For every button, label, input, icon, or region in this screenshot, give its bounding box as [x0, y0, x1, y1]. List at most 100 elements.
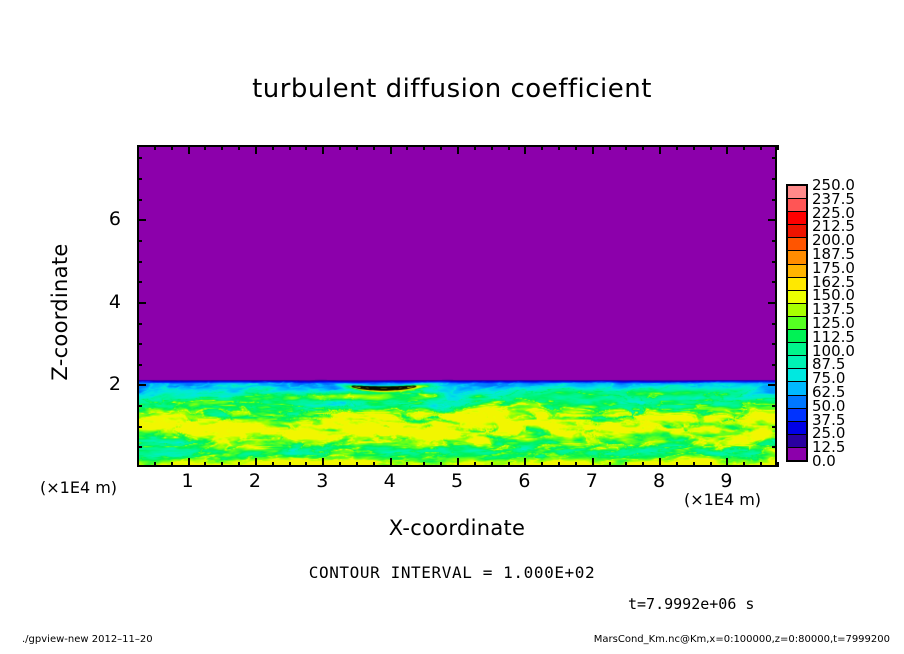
colorbar-tick-label: 175.0	[812, 258, 855, 277]
y-axis-tick	[137, 322, 142, 325]
colorbar-tick-label: 200.0	[812, 231, 855, 250]
colorbar-tick-label: 225.0	[812, 203, 855, 222]
x-axis-tick	[204, 462, 207, 467]
colorbar-swatch	[788, 186, 806, 200]
x-axis-tick	[406, 462, 409, 467]
x-axis-tick-top	[406, 145, 409, 150]
plot-area	[137, 145, 777, 467]
x-axis-tick	[642, 462, 645, 467]
y-axis-tick-right	[772, 446, 777, 449]
y-axis-tick	[137, 301, 146, 304]
x-axis-tick-top	[187, 145, 190, 154]
y-axis-tick-right	[772, 157, 777, 160]
x-axis-title: X-coordinate	[388, 516, 526, 540]
colorbar-swatch	[788, 395, 806, 409]
colorbar-tick-label: 87.5	[812, 355, 846, 374]
y-axis-tick	[137, 157, 142, 160]
y-axis-tick-right	[772, 239, 777, 242]
colorbar-swatch	[788, 225, 806, 239]
y-axis-tick-right	[772, 260, 777, 263]
x-axis-tick-top	[271, 145, 274, 150]
colorbar-tick-label: 62.5	[812, 383, 846, 401]
x-axis-tick-top	[288, 145, 291, 150]
x-axis-tick	[760, 462, 763, 467]
y-axis-tick	[137, 446, 142, 449]
colorbar-swatch	[788, 356, 806, 370]
y-axis-tick-right	[768, 384, 777, 387]
x-axis-tick-label: 6	[518, 470, 531, 492]
colorbar-tick-label: 212.5	[812, 217, 855, 236]
colorbar-tick-label: 150.0	[812, 286, 855, 305]
x-axis-tick	[743, 462, 746, 467]
x-axis-tick-top	[558, 145, 561, 150]
x-axis-tick-top	[170, 145, 173, 150]
colorbar-tick-label: 112.5	[812, 327, 855, 346]
x-axis-tick	[153, 462, 156, 467]
page-title: turbulent diffusion coefficient	[252, 74, 652, 104]
colorbar-swatch	[788, 290, 806, 304]
x-axis-tick	[372, 462, 375, 467]
x-axis-tick	[675, 462, 678, 467]
x-axis-tick	[473, 462, 476, 467]
y-axis-tick-right	[772, 198, 777, 201]
x-axis-tick-top	[221, 145, 224, 150]
y-axis-unit: (×1E4 m)	[40, 478, 118, 497]
x-axis-tick	[659, 458, 662, 467]
colorbar-tick-label: 25.0	[812, 424, 846, 443]
x-axis-tick-top	[389, 145, 392, 154]
colorbar-swatch	[788, 316, 806, 331]
y-axis-tick	[137, 425, 142, 428]
colorbar-tick-label: 12.5	[812, 438, 846, 457]
x-axis-tick-top	[541, 145, 544, 150]
y-axis-tick-right	[768, 301, 777, 304]
x-axis-tick-top	[153, 145, 156, 150]
x-axis-tick	[692, 462, 695, 467]
y-axis-tick-label: 2	[108, 373, 121, 396]
colorbar-swatch	[788, 408, 806, 422]
x-axis-tick-top	[608, 145, 611, 150]
colorbar-swatch	[788, 199, 806, 213]
x-axis-tick-top	[524, 145, 527, 154]
x-axis-tick	[457, 458, 459, 467]
x-axis-tick	[709, 462, 712, 467]
x-axis-tick-label: 7	[585, 470, 598, 492]
colorbar-swatch	[788, 447, 806, 460]
x-axis-tick	[170, 462, 173, 467]
x-axis-tick-label: 8	[653, 470, 666, 492]
colorbar-labels: 250.0 237.5 225.0 212.5 200.0 187.5 175.0 162.5…	[812, 176, 892, 470]
x-axis-tick	[558, 462, 561, 467]
y-axis-tick-label: 6	[108, 208, 121, 231]
x-axis-tick-top	[692, 145, 695, 150]
x-axis-tick-top	[204, 145, 207, 150]
x-axis-tick-label: 9	[720, 470, 733, 492]
x-axis-tick	[524, 458, 527, 467]
colorbar-swatch	[788, 421, 806, 435]
colorbar-swatch	[788, 238, 806, 252]
y-axis-tick-label: 4	[108, 290, 121, 313]
colorbar-tick-label: 75.0	[812, 369, 846, 388]
y-axis-tick-right	[772, 322, 777, 325]
footer-datasource: MarsCond_Km.nc@Km,x=0:100000,z=0:80000,t…	[593, 634, 890, 645]
x-axis-tick	[726, 458, 729, 467]
x-axis-tick	[271, 462, 274, 467]
colorbar-swatch	[788, 434, 806, 448]
y-axis-tick	[137, 343, 142, 346]
x-axis-tick-top	[675, 145, 678, 150]
colorbar-tick-label: 100.0	[812, 341, 855, 360]
x-axis-tick-top	[625, 145, 628, 150]
footer-command: ./gpview-new 2012–11–20	[22, 634, 153, 645]
x-axis-tick	[355, 462, 358, 467]
x-axis-tick-top	[305, 145, 308, 150]
x-axis-tick-top	[659, 145, 662, 154]
x-axis-tick	[187, 458, 190, 467]
y-axis-tick-right	[772, 281, 777, 284]
x-axis-tick-top	[254, 145, 257, 154]
y-axis-tick-right	[772, 178, 777, 181]
colorbar-swatch	[788, 212, 806, 226]
colorbar-tick-label: 37.5	[812, 410, 846, 429]
colorbar-tick-label: 250.0	[812, 176, 855, 194]
colorbar-tick-label: 50.0	[812, 396, 846, 415]
colorbar-swatch	[788, 382, 806, 396]
x-axis-tick-top	[760, 145, 763, 150]
x-axis-tick-top	[642, 145, 645, 150]
